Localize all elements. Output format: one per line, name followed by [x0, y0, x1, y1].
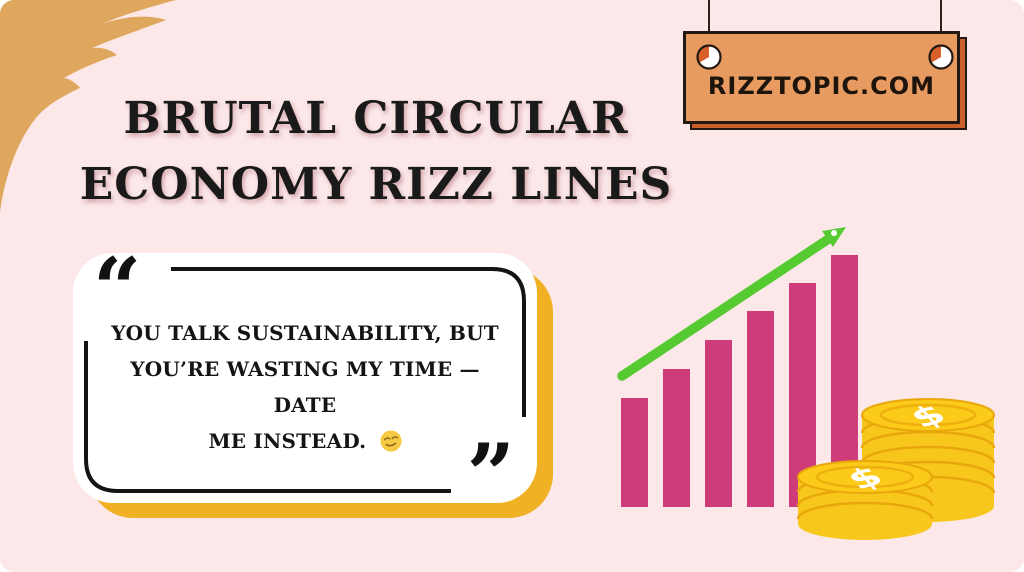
card-border-left-bottom — [84, 341, 451, 493]
bar — [663, 369, 690, 507]
quote-card: “ ” YOU TALK SUSTAINABILITY, BUT YOU’RE … — [73, 247, 537, 517]
page-title: BRUTAL CIRCULAR ECONOMY RIZZ LINES — [46, 86, 706, 218]
sign-rivet-right-icon — [928, 44, 954, 70]
corner-flourish — [0, 0, 176, 212]
emoji-face — [379, 430, 402, 452]
emoji-eye-right — [391, 436, 398, 440]
quote-line-3-text: ME INSTEAD. — [208, 429, 367, 453]
arrow-head — [822, 227, 846, 247]
coin-ridge — [860, 445, 996, 464]
title-line-2: ECONOMY RIZZ LINES — [79, 159, 673, 210]
rivet-outline — [928, 44, 954, 70]
bar-group — [621, 255, 858, 507]
coin-ridge — [796, 501, 934, 520]
sign-string-right — [940, 0, 942, 56]
quote-line-3: ME INSTEAD. — [101, 423, 509, 459]
coin-ridge — [860, 430, 996, 449]
coin-top-face — [861, 398, 995, 432]
coin-top-face — [797, 460, 933, 494]
bar — [747, 311, 774, 507]
card-border-top-right — [171, 267, 526, 417]
quote-line-2: YOU’RE WASTING MY TIME — DATE — [130, 357, 480, 417]
corner-shape — [0, 0, 176, 212]
bar — [621, 398, 648, 507]
bar — [705, 340, 732, 507]
close-quote-mark: ” — [466, 425, 515, 524]
sign-site-text: RIZZTOPIC.COM — [707, 71, 936, 100]
emoji-smirk-mouth — [385, 442, 396, 447]
growth-bar-chart — [617, 227, 858, 507]
coin-face-ring — [879, 403, 977, 427]
growth-arrow — [617, 233, 835, 381]
smirk-emoji-icon — [379, 430, 402, 452]
hanging-sign: RIZZTOPIC.COM — [683, 31, 960, 124]
coin-stack-short: $ — [796, 460, 934, 540]
quote-text: YOU TALK SUSTAINABILITY, BUT YOU’RE WAST… — [101, 315, 509, 459]
coin-stacks: $ $ — [796, 398, 996, 540]
title-line-1: BRUTAL CIRCULAR — [123, 93, 629, 144]
sign-string-left — [708, 0, 710, 56]
quote-card-border — [84, 267, 526, 493]
coin-face-ring — [815, 465, 915, 489]
arrow-shaft — [617, 233, 835, 381]
quote-line-1: YOU TALK SUSTAINABILITY, BUT — [111, 321, 499, 345]
emoji-eye-left — [383, 437, 390, 441]
sign-rivet-left-icon — [696, 44, 722, 70]
rivet-outline — [696, 44, 722, 70]
open-quote-mark: “ — [93, 239, 142, 338]
arrow-head-dot — [831, 230, 837, 236]
